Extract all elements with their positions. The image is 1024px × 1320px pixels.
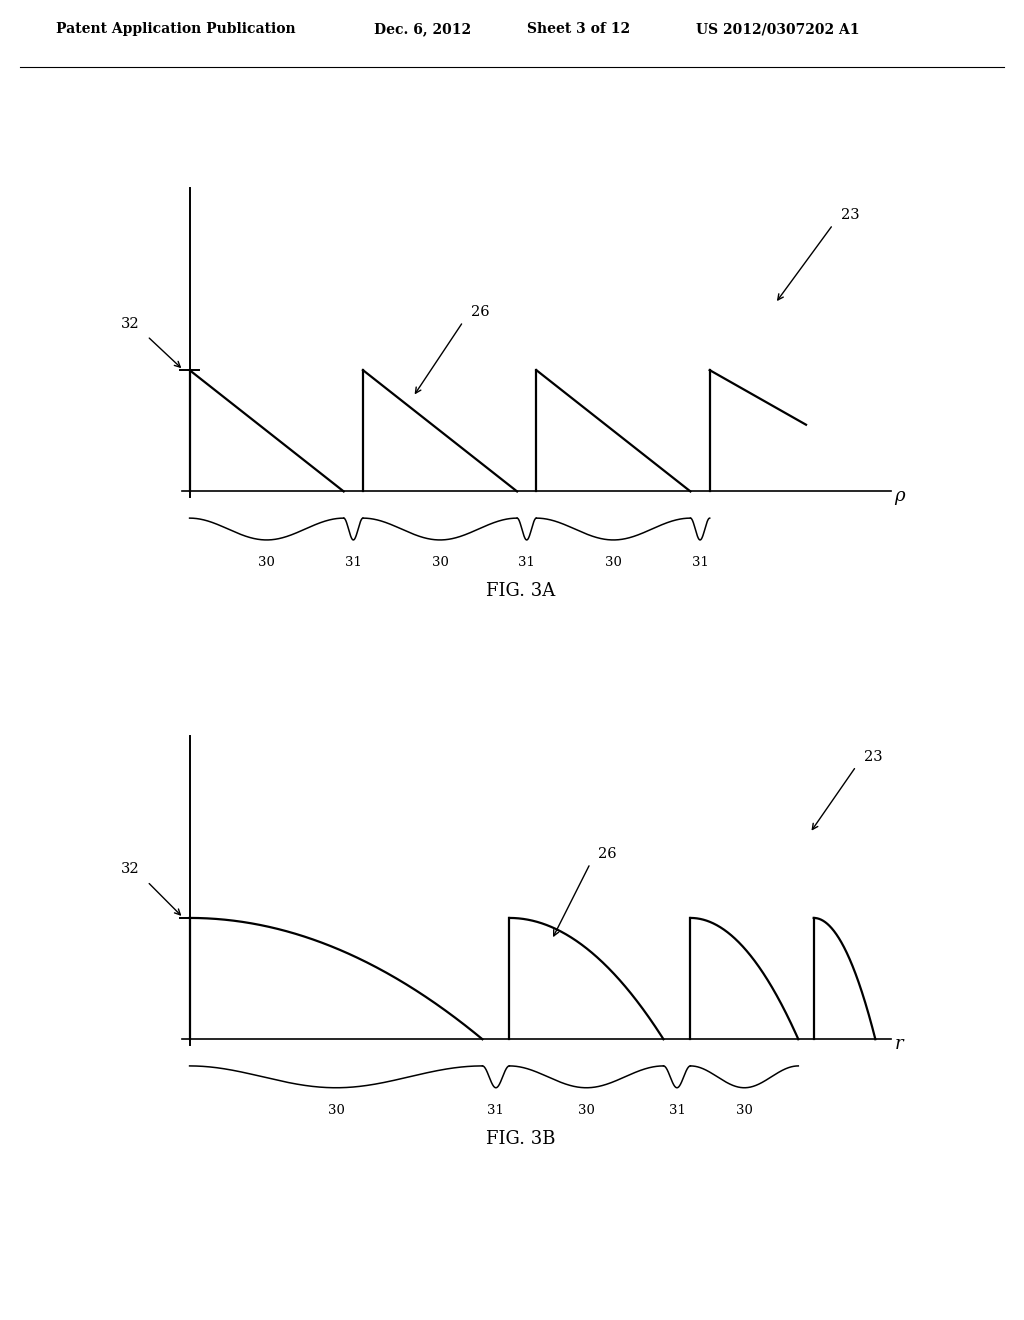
Text: 30: 30 xyxy=(605,556,622,569)
Text: 30: 30 xyxy=(736,1104,753,1117)
Text: 32: 32 xyxy=(121,862,139,876)
Text: 31: 31 xyxy=(487,1104,504,1117)
Text: ρ: ρ xyxy=(895,487,905,506)
Text: 32: 32 xyxy=(121,317,139,331)
Text: Sheet 3 of 12: Sheet 3 of 12 xyxy=(527,22,631,36)
Text: US 2012/0307202 A1: US 2012/0307202 A1 xyxy=(696,22,860,36)
Text: 31: 31 xyxy=(669,1104,685,1117)
Text: 31: 31 xyxy=(345,556,361,569)
Text: 26: 26 xyxy=(598,846,616,861)
Text: 23: 23 xyxy=(841,207,859,222)
Text: Dec. 6, 2012: Dec. 6, 2012 xyxy=(374,22,471,36)
Text: r: r xyxy=(895,1035,903,1053)
Text: 26: 26 xyxy=(471,305,489,319)
Text: 30: 30 xyxy=(431,556,449,569)
Text: 31: 31 xyxy=(518,556,536,569)
Text: FIG. 3B: FIG. 3B xyxy=(486,1130,556,1147)
Text: 30: 30 xyxy=(328,1104,344,1117)
Text: FIG. 3A: FIG. 3A xyxy=(486,582,556,599)
Text: 30: 30 xyxy=(258,556,275,569)
Text: Patent Application Publication: Patent Application Publication xyxy=(56,22,296,36)
Text: 30: 30 xyxy=(578,1104,595,1117)
Text: 31: 31 xyxy=(691,556,709,569)
Text: 23: 23 xyxy=(864,750,883,763)
